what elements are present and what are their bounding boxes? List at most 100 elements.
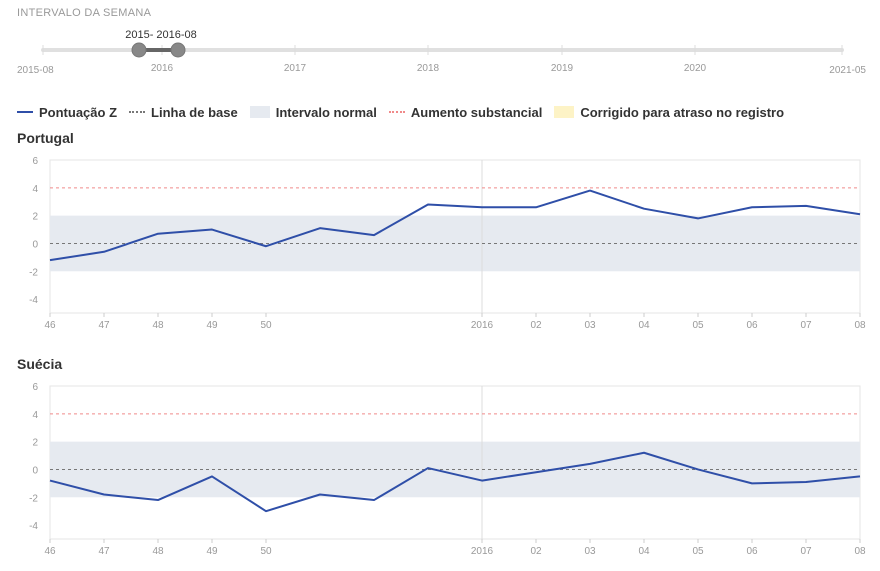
- x-tick-label: 2016: [471, 546, 494, 557]
- normal-range-swatch: [249, 106, 270, 118]
- x-tick-label: 49: [206, 546, 218, 557]
- y-tick-label: 2: [32, 438, 38, 449]
- z-score-point[interactable]: [314, 488, 326, 500]
- y-tick-label: 6: [32, 382, 38, 393]
- z-score-line: [49, 451, 861, 513]
- z-score-point[interactable]: [44, 254, 56, 266]
- chart-portugal: 6 4 2 0 -2 -4 46 47 48 49 50 2016 02 03 04 05 06 07 08: [29, 156, 866, 331]
- x-tick-label: 02: [530, 320, 542, 331]
- legend-label-corrected: Corrigido para atraso no registro: [580, 104, 785, 120]
- z-score-point[interactable]: [800, 476, 812, 488]
- x-tick-label: 49: [206, 320, 218, 331]
- x-tick-label: 50: [260, 546, 272, 557]
- x-tick-label: 03: [584, 546, 596, 557]
- z-score-point[interactable]: [152, 494, 164, 506]
- z-score-point[interactable]: [314, 222, 326, 234]
- x-tick-label: 46: [44, 546, 56, 557]
- range-handle-label: 2015- 2016-08: [125, 29, 197, 41]
- y-tick-label: -4: [29, 521, 38, 532]
- legend-item-corrected[interactable]: Corrigido para atraso no registro: [554, 105, 784, 120]
- z-score-point[interactable]: [206, 224, 218, 236]
- x-tick-label: 2016: [471, 320, 494, 331]
- z-score-point[interactable]: [692, 463, 704, 475]
- y-tick-label: 2: [32, 212, 38, 223]
- z-score-point[interactable]: [530, 201, 542, 213]
- z-score-point[interactable]: [638, 447, 650, 459]
- y-tick-label: 6: [32, 156, 38, 167]
- z-score-point[interactable]: [44, 475, 56, 487]
- substantial-increase-swatch: [388, 111, 405, 113]
- x-tick-label: 08: [854, 320, 866, 331]
- z-score-point[interactable]: [476, 201, 488, 213]
- y-tick-label: -4: [29, 295, 38, 306]
- x-tick-label: 06: [746, 320, 758, 331]
- legend: Pontuação Z Linha de base Intervalo norm…: [17, 102, 796, 122]
- z-score-point[interactable]: [368, 494, 380, 506]
- range-year-label: 2020: [684, 63, 707, 74]
- z-score-point[interactable]: [206, 470, 218, 482]
- x-tick-label: 06: [746, 546, 758, 557]
- z-score-point[interactable]: [530, 466, 542, 478]
- x-tick-label: 02: [530, 546, 542, 557]
- z-score-point[interactable]: [260, 240, 272, 252]
- x-tick-label: 46: [44, 320, 56, 331]
- x-tick-label: 50: [260, 320, 272, 331]
- range-handle-end[interactable]: [170, 42, 186, 58]
- x-tick-label: 03: [584, 320, 596, 331]
- baseline-swatch: [129, 111, 146, 113]
- legend-item-normal-range[interactable]: Intervalo normal: [249, 104, 377, 120]
- range-handle-start[interactable]: [131, 42, 147, 58]
- z-score-point[interactable]: [854, 470, 866, 482]
- range-year-label: 2016: [151, 63, 174, 74]
- legend-label-z-score: Pontuação Z: [39, 104, 118, 120]
- y-tick-label: -2: [29, 267, 38, 278]
- week-range-slider[interactable]: 2015-08 2021-05 2016 2017 2018 2019 2020 2015- …: [0, 0, 880, 80]
- y-tick-label: 4: [32, 410, 38, 421]
- z-score-point[interactable]: [476, 475, 488, 487]
- legend-label-substantial-increase: Aumento substancial: [410, 104, 543, 120]
- legend-item-baseline[interactable]: Linha de base: [129, 105, 238, 120]
- z-score-point[interactable]: [584, 458, 596, 470]
- z-score-point[interactable]: [98, 488, 110, 500]
- x-tick-label: 04: [638, 546, 650, 557]
- legend-item-substantial-increase[interactable]: Aumento substancial: [388, 104, 543, 120]
- z-score-point[interactable]: [638, 203, 650, 215]
- chart-suecia: 6 4 2 0 -2 -4 46 47 48 49 50 2016 02 03 04 05 06 07 08: [29, 382, 866, 557]
- z-score-line: [49, 189, 861, 262]
- x-tick-label: 04: [638, 320, 650, 331]
- x-tick-label: 48: [152, 546, 164, 557]
- z-score-point[interactable]: [98, 246, 110, 258]
- x-tick-label: 05: [692, 320, 704, 331]
- x-tick-label: 08: [854, 546, 866, 557]
- z-score-point[interactable]: [692, 212, 704, 224]
- legend-label-normal-range: Intervalo normal: [275, 104, 377, 120]
- x-tick-label: 07: [800, 320, 812, 331]
- z-score-point[interactable]: [152, 228, 164, 240]
- x-tick-label: 05: [692, 546, 704, 557]
- range-year-label: 2017: [284, 63, 307, 74]
- legend-item-z-score[interactable]: Pontuação Z: [17, 105, 117, 120]
- z-score-point[interactable]: [854, 208, 866, 220]
- range-start-label: 2015-08: [17, 65, 54, 76]
- chart-title-suecia: Suécia: [17, 356, 63, 372]
- z-score-point[interactable]: [746, 201, 758, 213]
- corrected-swatch: [554, 106, 575, 118]
- y-tick-label: -2: [29, 493, 38, 504]
- z-score-point[interactable]: [800, 200, 812, 212]
- chart-title-portugal: Portugal: [17, 130, 74, 146]
- y-tick-label: 0: [32, 239, 38, 250]
- x-tick-label: 07: [800, 546, 812, 557]
- range-year-label: 2018: [417, 63, 440, 74]
- z-score-swatch: [17, 111, 33, 113]
- z-score-point[interactable]: [422, 462, 434, 474]
- z-score-point[interactable]: [746, 477, 758, 489]
- z-score-point[interactable]: [422, 199, 434, 211]
- x-tick-label: 47: [98, 546, 110, 557]
- x-tick-label: 48: [152, 320, 164, 331]
- legend-label-baseline: Linha de base: [151, 104, 238, 120]
- z-score-point[interactable]: [260, 505, 272, 517]
- range-year-label: 2019: [551, 63, 574, 74]
- z-score-point[interactable]: [584, 185, 596, 197]
- y-tick-label: 4: [32, 184, 38, 195]
- z-score-point[interactable]: [368, 229, 380, 241]
